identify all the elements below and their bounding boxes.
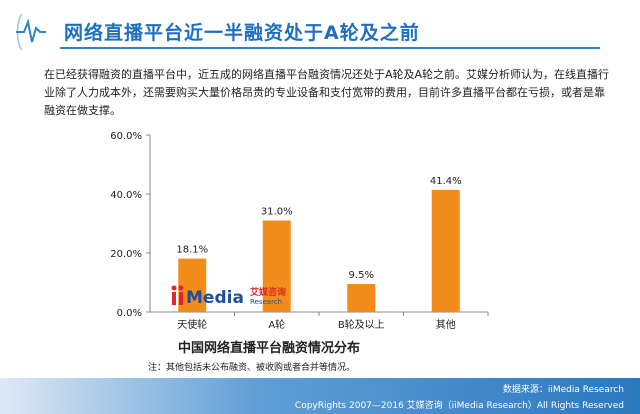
data-label: 41.4% [430,176,462,187]
data-label: 31.0% [261,207,293,218]
iimedia-watermark-logo: Media 艾媒咨询 Research [168,284,298,308]
y-tick-label: 0.0% [117,308,142,319]
copyright-text: CopyRights 2007—2016 艾媒咨询（iiMedia Resear… [294,401,624,411]
bar [347,283,376,312]
chart-note: 注：其他包括未公布融资、被收购或者合并等情况。 [148,363,356,373]
data-source: 数据来源：iiMedia Research [502,385,624,395]
svg-text:Research: Research [250,298,282,306]
svg-text:艾媒咨询: 艾媒咨询 [250,286,286,298]
chart-title: 中国网络直播平台融资情况分布 [178,341,361,356]
y-tick-label: 60.0% [110,131,142,142]
bar [431,189,460,312]
x-tick-label: A轮 [268,318,285,331]
title-underline [60,19,600,49]
pulse-line-icon [16,13,46,51]
y-tick-label: 40.0% [110,190,142,201]
data-label: 18.1% [176,245,208,256]
y-tick-label: 20.0% [110,249,142,260]
x-tick-label: 天使轮 [177,318,207,331]
svg-text:Media: Media [186,288,244,306]
footer-bar: 数据来源：iiMedia Research CopyRights 2007—20… [0,378,640,414]
bar [262,220,291,312]
page-title: 网络直播平台近一半融资处于A轮及之前 [64,22,420,44]
description-text: 在已经获得融资的直播平台中，近五成的网络直播平台融资情况还处于A轮及A轮之前。艾… [44,68,610,117]
x-tick-label: 其他 [436,318,456,331]
page-header: 网络直播平台近一半融资处于A轮及之前 [0,0,640,62]
data-label: 9.5% [349,270,374,281]
x-tick-label: B轮及以上 [338,318,385,331]
bar-chart: 0.0% 20.0% 40.0% 60.0% 18.1% 天使轮 31.0% A轮 9.5% B轮… [110,131,489,331]
